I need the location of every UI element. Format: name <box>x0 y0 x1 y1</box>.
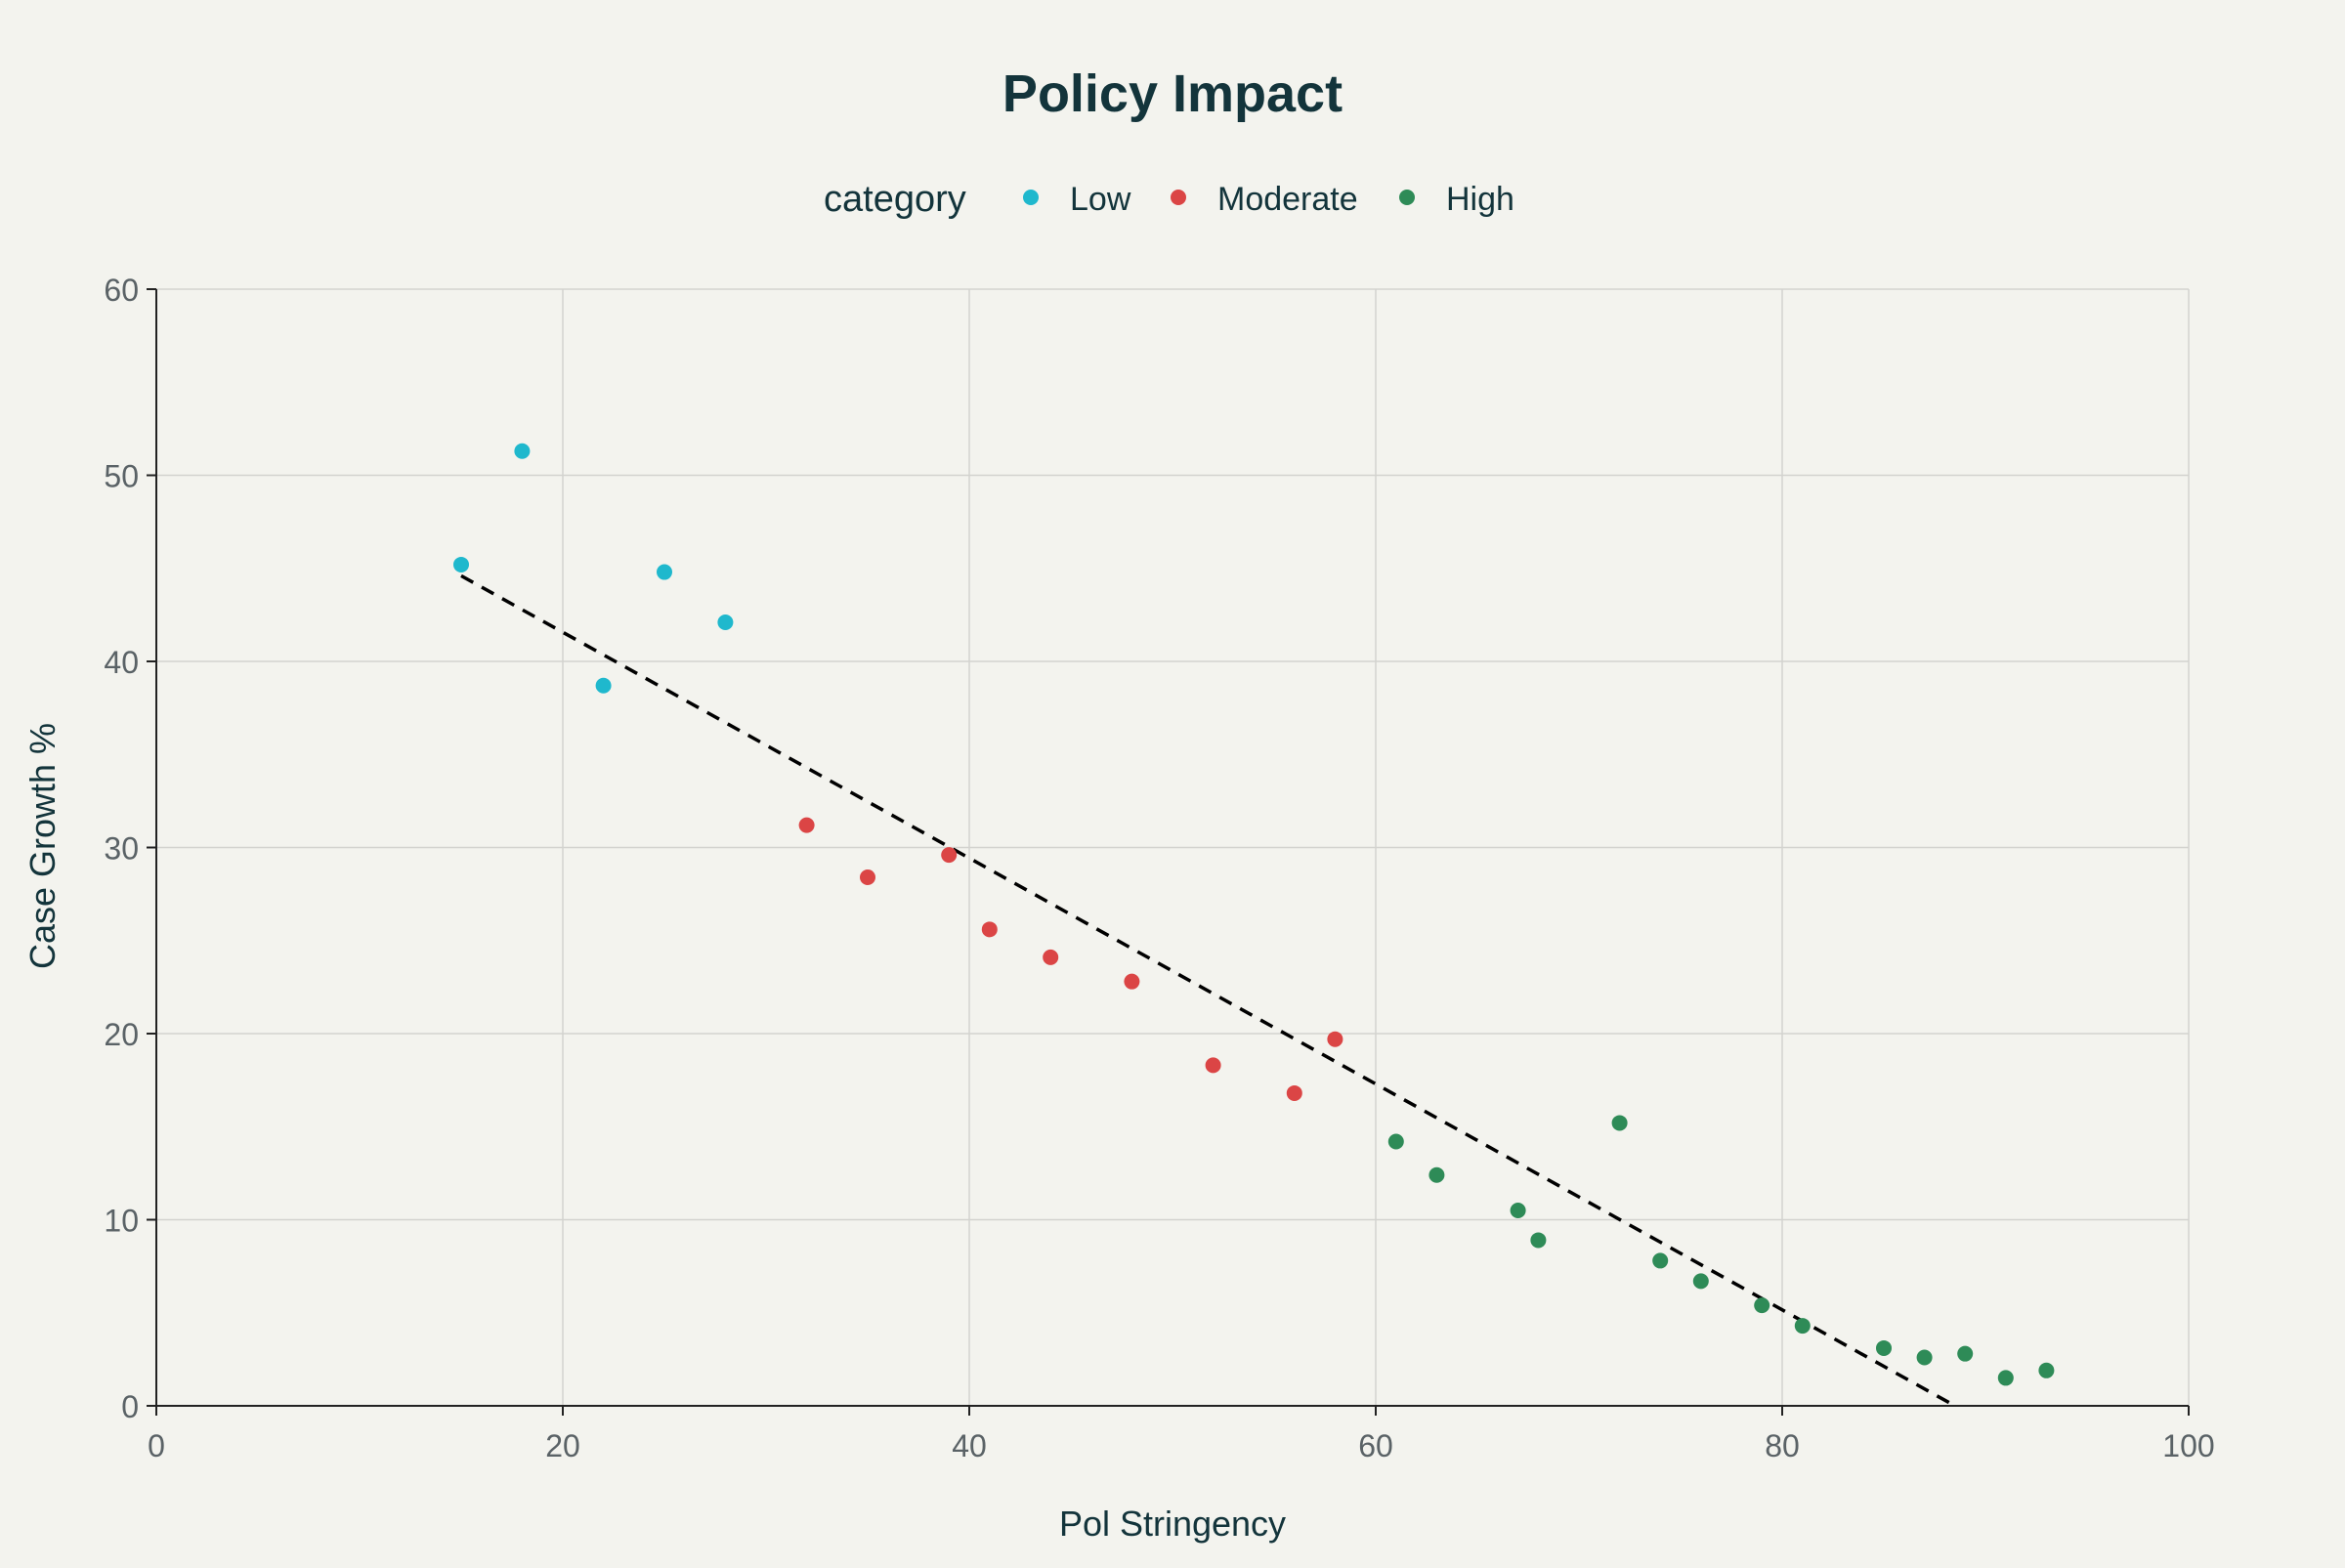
x-tick-label: 80 <box>1765 1428 1800 1463</box>
y-tick-label: 10 <box>104 1204 139 1239</box>
y-tick-label: 50 <box>104 459 139 494</box>
data-point <box>1916 1349 1933 1366</box>
y-tick-label: 20 <box>104 1017 139 1052</box>
data-point <box>1611 1115 1628 1131</box>
x-tick-label: 100 <box>2162 1428 2214 1463</box>
legend-label: Low <box>1070 181 1131 218</box>
data-point <box>860 869 875 885</box>
data-point <box>1754 1297 1770 1314</box>
data-point <box>595 677 612 694</box>
legend-item-low: Low <box>1023 181 1131 218</box>
legend: category Low Moderate High <box>824 179 1514 220</box>
series-low <box>453 443 734 694</box>
data-point <box>1510 1202 1526 1218</box>
series-moderate <box>798 817 1343 1101</box>
data-point <box>1997 1370 2014 1386</box>
x-axis-label: Pol Stringency <box>1059 1504 1286 1544</box>
data-point <box>1327 1031 1343 1047</box>
data-point <box>514 443 531 459</box>
data-point <box>941 847 958 864</box>
legend-marker <box>1023 190 1039 205</box>
trendline-layer <box>460 573 1956 1408</box>
y-tick-label: 60 <box>104 273 139 308</box>
data-point <box>1286 1084 1302 1101</box>
x-tick-label: 0 <box>148 1428 165 1463</box>
data-point <box>1794 1318 1811 1335</box>
data-point <box>798 817 815 833</box>
y-axis-label: Case Growth % <box>22 723 63 969</box>
x-tick-label: 60 <box>1358 1428 1393 1463</box>
legend-marker <box>1399 190 1415 205</box>
data-point <box>2038 1362 2055 1378</box>
data-point <box>1428 1166 1445 1183</box>
grid <box>156 288 2190 1406</box>
trendline <box>460 573 1956 1408</box>
data-point <box>1652 1252 1669 1269</box>
axes: 0 10 20 30 40 50 60 0 20 40 60 80 100 <box>104 273 2214 1463</box>
data-point <box>1530 1232 1547 1249</box>
legend-label: Moderate <box>1217 181 1358 218</box>
y-tick-label: 40 <box>104 645 139 680</box>
data-point <box>1957 1345 1974 1362</box>
legend-marker <box>1171 190 1186 205</box>
data-point <box>453 556 469 572</box>
y-tick-label: 0 <box>121 1389 139 1424</box>
data-point <box>1124 973 1140 990</box>
x-tick-label: 20 <box>545 1428 580 1463</box>
legend-label: High <box>1446 181 1514 218</box>
data-point <box>981 921 998 938</box>
data-point <box>657 564 672 580</box>
legend-item-high: High <box>1399 181 1514 218</box>
data-point <box>1205 1057 1221 1074</box>
chart-title: Policy Impact <box>1002 64 1343 123</box>
x-tick-label: 40 <box>952 1428 987 1463</box>
data-point <box>1387 1133 1404 1150</box>
legend-title: category <box>824 179 966 220</box>
data-point <box>1692 1273 1709 1290</box>
data-point <box>717 614 734 630</box>
series-high <box>1387 1115 2055 1386</box>
points-layer <box>453 443 2055 1386</box>
data-point <box>1876 1339 1892 1356</box>
data-point <box>1043 949 1059 965</box>
y-tick-label: 30 <box>104 831 139 867</box>
legend-item-moderate: Moderate <box>1171 181 1358 218</box>
